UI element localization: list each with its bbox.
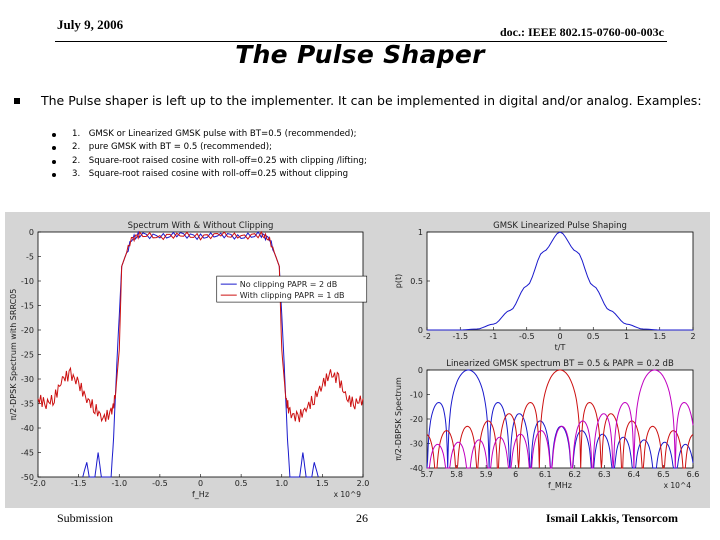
y-tick-label: 0 <box>418 326 423 335</box>
y-tick-label: -35 <box>21 400 34 409</box>
y-axis-label: π/2-DBPSK Spectrum <box>394 377 403 461</box>
bullet-square <box>14 98 20 104</box>
y-tick-label: -25 <box>21 351 34 360</box>
x-tick-label: -2 <box>423 332 431 341</box>
y-tick-label: -10 <box>410 391 423 400</box>
chart-title: Linearized GMSK spectrum BT = 0.5 & PAPR… <box>446 359 674 369</box>
example-text: GMSK or Linearized GMSK pulse with BT=0.… <box>88 129 357 139</box>
series-line-1 <box>37 230 364 423</box>
example-number: 3. <box>72 168 81 179</box>
footer-page-number: 26 <box>356 511 368 525</box>
examples-list: 1. GMSK or Linearized GMSK pulse with BT… <box>52 128 367 181</box>
y-tick-label: -5 <box>26 253 34 262</box>
spectrum-line-2 <box>427 369 694 469</box>
x-tick-label: 1 <box>624 332 629 341</box>
x-tick-label: 6.5 <box>657 470 670 479</box>
example-text: Square-root raised cosine with roll-off=… <box>88 168 349 179</box>
x-tick-label: 1.5 <box>653 332 666 341</box>
x-tick-label: 6.3 <box>598 470 611 479</box>
bullet-dot <box>52 172 56 177</box>
intro-text: The Pulse shaper is left up to the imple… <box>41 93 702 108</box>
slide-title: The Pulse Shaper <box>235 40 485 69</box>
x-tick-label: -0.5 <box>152 479 168 488</box>
x-axis-label: f_Hz <box>192 490 209 499</box>
x-tick-label: -1.5 <box>452 332 468 341</box>
bullet-dot <box>52 159 56 164</box>
x-tick-label: 5.7 <box>421 470 434 479</box>
header-doc-id: doc.: IEEE 802.15-0760-00-003c <box>500 25 664 39</box>
header-date: July 9, 2006 <box>57 17 124 32</box>
y-axis-label: π/2-DPSK Spectrum with SRRC05 <box>9 289 18 421</box>
y-tick-label: 0.5 <box>410 277 423 286</box>
legend-label: No clipping PAPR = 2 dB <box>240 280 338 289</box>
x-axis-multiplier: x 10^4 <box>664 481 692 490</box>
footer-author: Ismail Lakkis, Tensorcom <box>545 511 678 525</box>
x-tick-label: 0 <box>198 479 203 488</box>
y-tick-label: 0 <box>29 228 34 237</box>
figure-panel: -2.0 -1.5 -1.0 -0.5 0 0.5 1.0 1.5 2.0 0 -5 -10 -15 -2… <box>5 212 710 508</box>
legend-label: With clipping PAPR = 1 dB <box>240 291 345 300</box>
example-text: Square-root raised cosine with roll-off=… <box>88 155 367 166</box>
example-item: 2. Square-root raised cosine with roll-o… <box>52 155 367 168</box>
x-tick-label: 5.8 <box>450 470 463 479</box>
x-axis-label: t/T <box>555 343 566 352</box>
legend-box <box>216 275 368 303</box>
charts-svg: -2.0 -1.5 -1.0 -0.5 0 0.5 1.0 1.5 2.00-5-10-15-2… <box>9 221 700 499</box>
x-tick-label: 2 <box>690 332 695 341</box>
y-tick-label: -40 <box>21 424 34 433</box>
x-tick-label: 5.9 <box>480 470 493 479</box>
plot-area-2 <box>426 369 694 469</box>
example-text: pure GMSK with BT = 0.5 (recommended); <box>88 142 272 153</box>
x-tick-label: -2.0 <box>30 479 46 488</box>
series-line-0 <box>82 230 319 478</box>
x-tick-label: 0 <box>557 332 562 341</box>
x-tick-label: 6 <box>513 470 518 479</box>
y-tick-label: 1 <box>418 228 423 237</box>
chart-title: Spectrum With & Without Clipping <box>128 221 274 231</box>
chart-title: GMSK Linearized Pulse Shaping <box>493 221 627 231</box>
y-tick-label: -30 <box>410 440 423 449</box>
bullet-dot <box>52 146 56 151</box>
footer-left: Submission <box>57 511 114 525</box>
plot-area-1 <box>426 231 694 331</box>
y-tick-label: -15 <box>21 302 34 311</box>
plot-area-0 <box>37 231 364 478</box>
example-number: 1. <box>72 129 81 139</box>
x-tick-label: 0.5 <box>587 332 600 341</box>
x-tick-label: 1.5 <box>316 479 329 488</box>
x-axis-label: f_MHz <box>548 481 572 490</box>
y-tick-label: -10 <box>21 277 34 286</box>
example-item: 2. pure GMSK with BT = 0.5 (recommended)… <box>52 141 367 154</box>
spectrum-line-1 <box>426 369 694 469</box>
x-tick-label: 1.0 <box>275 479 288 488</box>
x-tick-label: -1.5 <box>71 479 87 488</box>
x-tick-label: 0.5 <box>235 479 248 488</box>
bullet-dot <box>52 133 56 137</box>
pulse-line <box>427 231 693 331</box>
y-tick-label: -45 <box>21 449 34 458</box>
x-axis-multiplier: x 10^9 <box>334 490 362 499</box>
y-tick-label: 0 <box>418 366 423 375</box>
x-tick-label: 6.6 <box>687 470 700 479</box>
x-tick-label: 6.4 <box>628 470 641 479</box>
y-tick-label: -50 <box>21 473 34 482</box>
y-tick-label: -20 <box>410 415 423 424</box>
x-tick-label: 6.2 <box>568 470 581 479</box>
example-number: 2. <box>72 155 81 166</box>
header-rule <box>55 41 667 42</box>
example-item: 1. GMSK or Linearized GMSK pulse with BT… <box>52 128 367 141</box>
y-tick-label: -40 <box>410 464 423 473</box>
y-tick-label: -20 <box>21 326 34 335</box>
x-tick-label: -0.5 <box>519 332 535 341</box>
y-tick-label: -30 <box>21 375 34 384</box>
example-number: 2. <box>72 142 81 153</box>
x-tick-label: -1.0 <box>111 479 127 488</box>
y-axis-label: p(t) <box>394 274 403 288</box>
example-item: 3. Square-root raised cosine with roll-o… <box>52 168 367 181</box>
x-tick-label: -1 <box>490 332 498 341</box>
x-tick-label: 6.1 <box>539 470 552 479</box>
x-tick-label: 2.0 <box>357 479 370 488</box>
